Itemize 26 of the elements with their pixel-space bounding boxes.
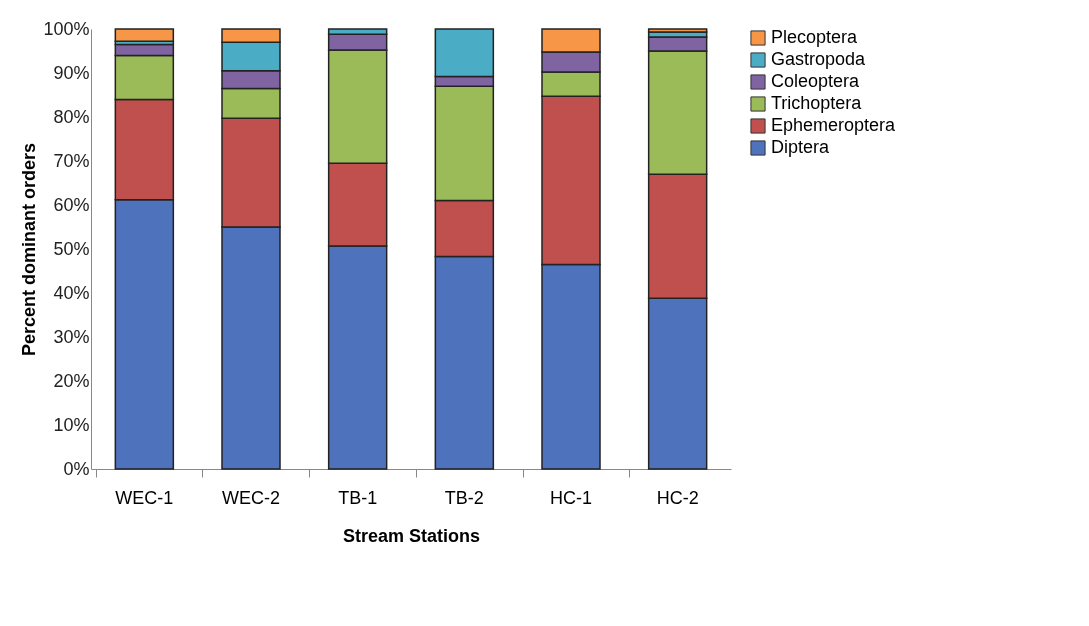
x-tick-label: TB-2 <box>444 487 484 508</box>
legend-label: Ephemeroptera <box>771 115 897 135</box>
y-tick-label: 20% <box>53 370 90 391</box>
y-tick-label: 0% <box>63 458 90 479</box>
y-tick-label: 90% <box>53 62 90 83</box>
legend-label: Plecoptera <box>771 27 859 47</box>
bar <box>114 28 175 43</box>
legend-label: Coleoptera <box>771 71 861 91</box>
legend-label: Diptera <box>771 137 831 157</box>
y-tick-label: 70% <box>53 150 90 171</box>
y-tick-label: 50% <box>53 238 90 259</box>
x-tick-label: WEC-2 <box>222 487 280 508</box>
y-tick-label: 40% <box>53 282 90 303</box>
x-tick-label: TB-1 <box>338 487 378 508</box>
y-tick-label: 100% <box>43 18 90 39</box>
y-axis-title: Percent dominant orders <box>19 142 40 357</box>
y-tick-label: 30% <box>53 326 90 347</box>
x-tick-label: HC-1 <box>549 487 593 508</box>
legend-label: Gastropoda <box>771 49 867 69</box>
x-tick-label: WEC-1 <box>115 487 174 508</box>
y-tick-label: 80% <box>53 106 90 127</box>
legend-label: Trichoptera <box>771 93 863 113</box>
x-axis-title: Stream Stations <box>342 525 481 546</box>
y-tick-label: 60% <box>53 194 90 215</box>
y-tick-label: 10% <box>53 414 90 435</box>
x-tick-label: HC-2 <box>656 487 699 508</box>
